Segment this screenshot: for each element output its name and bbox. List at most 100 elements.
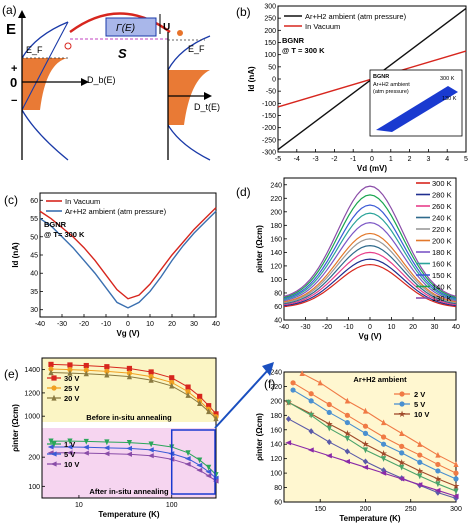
data-point	[83, 438, 89, 445]
y-axis-label: ρinter (Ωcm)	[255, 225, 264, 273]
legend-entry: 280 K	[432, 191, 452, 200]
zoom-connector-arrow	[214, 369, 269, 429]
y-tick-label: 160	[270, 236, 282, 243]
data-point	[148, 369, 154, 375]
series-line	[39, 210, 217, 309]
x-axis-label: Temperature (K)	[339, 514, 401, 523]
left-lead-dos-curve	[21, 21, 69, 161]
series-line	[283, 194, 457, 299]
plot-frame	[283, 371, 457, 503]
x-tick-label: -40	[35, 321, 45, 328]
y-tick-label: 50	[30, 234, 38, 241]
y-tick-label: 140	[270, 250, 282, 257]
data-point	[362, 423, 369, 429]
data-point	[308, 398, 314, 404]
data-point	[126, 373, 133, 380]
y-tick-label: 220	[270, 196, 282, 203]
data-point: ★	[343, 428, 351, 438]
x-tick-label: -1	[350, 156, 356, 163]
legend-entry: 140 K	[432, 283, 452, 292]
data-point	[290, 380, 296, 386]
data-point	[196, 462, 203, 468]
y-tick-label: 140	[270, 442, 282, 449]
x-tick-label: 3	[426, 156, 430, 163]
plus-sign: +	[11, 63, 17, 75]
right-lead-dos-curve	[167, 35, 211, 161]
y-tick-label: -200	[262, 125, 276, 132]
legend-marker	[50, 461, 57, 467]
data-point	[362, 430, 369, 436]
legend-marker	[51, 375, 57, 381]
x-axis-label: Vg (V)	[358, 332, 381, 341]
data-point	[197, 457, 203, 464]
series-line	[283, 245, 457, 305]
data-point	[104, 439, 110, 446]
before-annealing-label: Before in-situ annealing	[86, 413, 172, 422]
y-tick-label: 1000	[24, 414, 40, 421]
y-tick-label: 180	[270, 413, 282, 420]
data-point	[83, 444, 89, 450]
y-tick-label: 200	[270, 209, 282, 216]
x-tick-label: 10	[75, 502, 83, 509]
left-dos-axis-arrow-icon	[81, 78, 89, 86]
legend-marker: ★	[398, 409, 406, 419]
y-tick-label: 30	[30, 307, 38, 314]
x-tick-label: 30	[431, 324, 439, 331]
data-point	[435, 489, 441, 496]
data-point	[147, 447, 154, 453]
data-point	[185, 450, 191, 456]
data-point	[83, 450, 89, 456]
electron-marker	[177, 30, 183, 36]
legend-entry: Ar+H2 ambient (atm pressure)	[305, 12, 407, 21]
y-tick-label: 100	[28, 484, 40, 491]
data-point	[169, 375, 175, 381]
data-point	[344, 419, 350, 426]
data-point: ★	[416, 466, 424, 476]
zero-level-label: 0	[10, 75, 17, 90]
data-point	[66, 444, 73, 450]
x-tick-label: -20	[322, 324, 332, 331]
x-tick-label: 200	[360, 506, 372, 513]
data-point	[285, 415, 292, 423]
data-point	[169, 382, 175, 389]
series-line	[39, 207, 217, 300]
legend-entry: 5 V	[414, 400, 425, 409]
x-tick-label: -3	[312, 156, 318, 163]
data-point	[67, 367, 73, 373]
data-point: ★	[325, 419, 333, 429]
data-point	[299, 370, 305, 377]
barrier-potential-curve	[69, 12, 171, 33]
y-tick-label: 300	[264, 4, 276, 11]
y-tick-label: 250	[264, 16, 276, 23]
minus-sign: −	[11, 95, 17, 107]
legend-entry: 300 K	[432, 179, 452, 188]
y-tick-label: -150	[262, 113, 276, 120]
data-point	[126, 445, 133, 452]
x-tick-label: -30	[57, 321, 67, 328]
y-tick-label: 160	[270, 427, 282, 434]
data-point	[184, 461, 191, 467]
right-fermi-label: E_F	[188, 44, 205, 54]
right-lead-filled-states	[168, 70, 210, 125]
x-tick-label: 100	[166, 502, 178, 509]
series-line	[283, 263, 457, 308]
y-tick-label: 240	[270, 370, 282, 377]
legend-entry: 5 V	[64, 450, 75, 459]
legend-entry: 20 V	[64, 394, 79, 403]
y-tick-label: 60	[274, 500, 282, 507]
series-line	[288, 401, 457, 487]
data-point	[126, 365, 133, 372]
data-point	[184, 456, 191, 462]
bias-label: U	[163, 22, 170, 33]
x-tick-label: 0	[370, 156, 374, 163]
data-point	[399, 450, 405, 456]
y-tick-label: 120	[270, 263, 282, 270]
y-tick-label: 1200	[24, 390, 40, 397]
y-tick-label: 200	[28, 455, 40, 462]
annotation: @ T = 300 K	[282, 46, 325, 55]
panel-label: (c)	[4, 193, 18, 207]
legend-entry: Ar+H2 ambient (atm pressure)	[65, 207, 167, 216]
legend-entry: 10 V	[64, 460, 79, 469]
y-tick-label: -300	[262, 150, 276, 157]
y-tick-label: 120	[270, 456, 282, 463]
